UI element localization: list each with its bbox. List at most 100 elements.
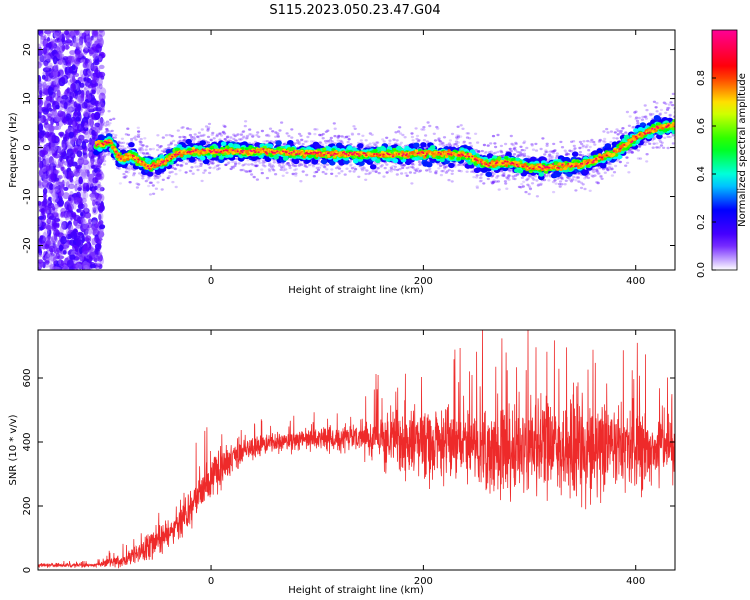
halo-cell: [105, 127, 109, 131]
halo-cell: [319, 141, 323, 145]
halo-cell: [252, 175, 256, 179]
halo-cell: [468, 137, 472, 140]
noise-cell: [91, 79, 97, 84]
halo-cell: [299, 163, 304, 166]
noise-cell: [85, 235, 92, 243]
halo-cell: [126, 171, 130, 174]
noise-cell: [61, 212, 66, 218]
halo-cell: [335, 166, 339, 170]
halo-cell: [156, 148, 160, 152]
halo-cell: [107, 151, 111, 154]
halo-cell: [415, 134, 420, 138]
noise-cell: [82, 164, 86, 172]
halo-cell: [224, 163, 228, 166]
halo-cell: [339, 139, 343, 143]
halo-cell: [290, 136, 294, 139]
halo-cell: [439, 173, 443, 177]
noise-cell: [38, 253, 43, 258]
halo-cell: [454, 142, 458, 146]
halo-cell: [297, 140, 301, 144]
halo-cell: [282, 164, 286, 167]
noise-cell: [51, 219, 57, 227]
halo-cell: [509, 134, 513, 138]
halo-cell: [306, 135, 310, 139]
noise-cell: [68, 183, 75, 189]
halo-cell: [126, 127, 130, 130]
halo-cell: [636, 149, 641, 152]
noise-cell: [38, 180, 43, 186]
noise-cell: [90, 73, 97, 79]
halo-cell: [282, 143, 286, 146]
halo-cell: [263, 165, 267, 168]
halo-cell: [243, 124, 247, 128]
halo-cell: [503, 180, 507, 183]
noise-cell: [88, 251, 96, 257]
noise-cell: [82, 264, 89, 270]
noise-cell: [60, 111, 66, 116]
noise-cell: [98, 213, 102, 221]
halo-cell: [318, 141, 322, 144]
noise-cell: [74, 183, 78, 192]
noise-cell: [78, 77, 85, 82]
halo-cell: [440, 169, 444, 173]
halo-cell: [414, 127, 418, 130]
halo-cell: [480, 172, 484, 176]
halo-cell: [209, 138, 213, 141]
halo-cell: [321, 143, 325, 146]
noise-cell: [84, 42, 89, 51]
halo-cell: [564, 179, 568, 182]
halo-cell: [531, 148, 536, 151]
halo-cell: [333, 134, 337, 138]
halo-cell: [258, 161, 262, 165]
noise-cell: [92, 207, 97, 214]
halo-cell: [100, 156, 104, 159]
halo-cell: [519, 145, 523, 148]
halo-cell: [394, 131, 398, 134]
noise-cell: [92, 199, 96, 206]
halo-cell: [270, 167, 275, 171]
halo-cell: [365, 169, 369, 172]
halo-cell: [211, 161, 215, 165]
noise-cell: [59, 182, 64, 192]
halo-cell: [116, 166, 120, 169]
halo-cell: [244, 120, 248, 123]
halo-cell: [382, 140, 386, 143]
halo-cell: [597, 172, 601, 175]
halo-cell: [368, 171, 372, 174]
halo-cell: [192, 139, 196, 142]
noise-cell: [79, 169, 85, 178]
noise-cell: [43, 178, 51, 183]
halo-cell: [196, 136, 200, 139]
noise-cell: [41, 241, 47, 250]
noise-cell: [99, 157, 104, 163]
noise-cell: [76, 96, 82, 105]
halo-cell: [385, 163, 389, 166]
halo-cell: [264, 140, 268, 143]
halo-cell: [196, 168, 200, 172]
halo-cell: [493, 142, 497, 145]
noise-cell: [46, 65, 50, 71]
noise-cell: [49, 263, 54, 270]
halo-cell: [186, 127, 190, 130]
halo-cell: [551, 151, 556, 154]
halo-cell: [156, 144, 160, 147]
halo-cell: [475, 186, 479, 190]
halo-cell: [459, 135, 463, 138]
halo-cell: [202, 133, 206, 137]
halo-cell: [139, 143, 143, 146]
halo-cell: [332, 122, 336, 125]
halo-cell: [212, 166, 216, 170]
noise-cell: [68, 197, 72, 201]
noise-cell: [38, 123, 44, 132]
halo-cell: [578, 150, 583, 154]
halo-cell: [613, 131, 617, 134]
noise-cell: [90, 191, 98, 198]
halo-cell: [401, 146, 405, 149]
halo-cell: [534, 142, 538, 146]
noise-cell: [64, 66, 68, 73]
halo-cell: [496, 174, 500, 178]
halo-cell: [110, 129, 114, 133]
halo-cell: [108, 122, 112, 125]
halo-cell: [156, 176, 160, 179]
ridge-cell: [199, 140, 206, 146]
